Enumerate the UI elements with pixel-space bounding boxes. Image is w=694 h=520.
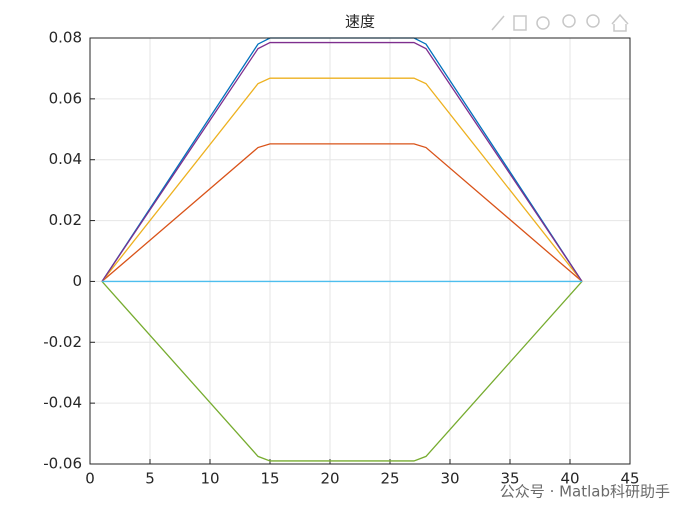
- brush-icon[interactable]: [491, 15, 505, 31]
- x-tick-label: 35: [500, 470, 519, 488]
- home-icon[interactable]: [611, 13, 629, 32]
- plot-area: [90, 38, 630, 464]
- line: [101, 41, 583, 282]
- y-tick-label: 0.06: [49, 89, 82, 107]
- y-tick-label: -0.04: [43, 394, 82, 412]
- x-tick-label: 20: [320, 470, 339, 488]
- x-tick-label: 15: [260, 470, 279, 488]
- x-tick-label: 25: [380, 470, 399, 488]
- x-tick-label: 5: [145, 470, 155, 488]
- x-tick-label: 40: [560, 470, 579, 488]
- axes-box: [89, 37, 631, 465]
- y-tick-label: 0: [72, 272, 82, 290]
- x-tick-label: 30: [440, 470, 459, 488]
- chart-title: 速度: [345, 13, 375, 31]
- watermark: 公众号 · Matlab科研助手: [500, 483, 670, 501]
- line: [101, 77, 583, 282]
- y-tick-label: 0.04: [49, 150, 82, 168]
- pan-icon[interactable]: [536, 16, 550, 30]
- line: [101, 280, 583, 462]
- zoom-out-icon[interactable]: [586, 14, 600, 28]
- y-tick-label: -0.06: [43, 455, 82, 473]
- x-tick-label: 10: [200, 470, 219, 488]
- line: [101, 143, 583, 282]
- toolbar[interactable]: [491, 13, 629, 32]
- datatip-icon[interactable]: [513, 15, 527, 31]
- y-tick-label: 0.02: [49, 211, 82, 229]
- zoom-in-icon[interactable]: [562, 14, 576, 28]
- y-tick-label: -0.02: [43, 333, 82, 351]
- x-tick-label: 45: [620, 470, 639, 488]
- x-tick-label: 0: [85, 470, 95, 488]
- y-tick-label: 0.08: [49, 29, 82, 47]
